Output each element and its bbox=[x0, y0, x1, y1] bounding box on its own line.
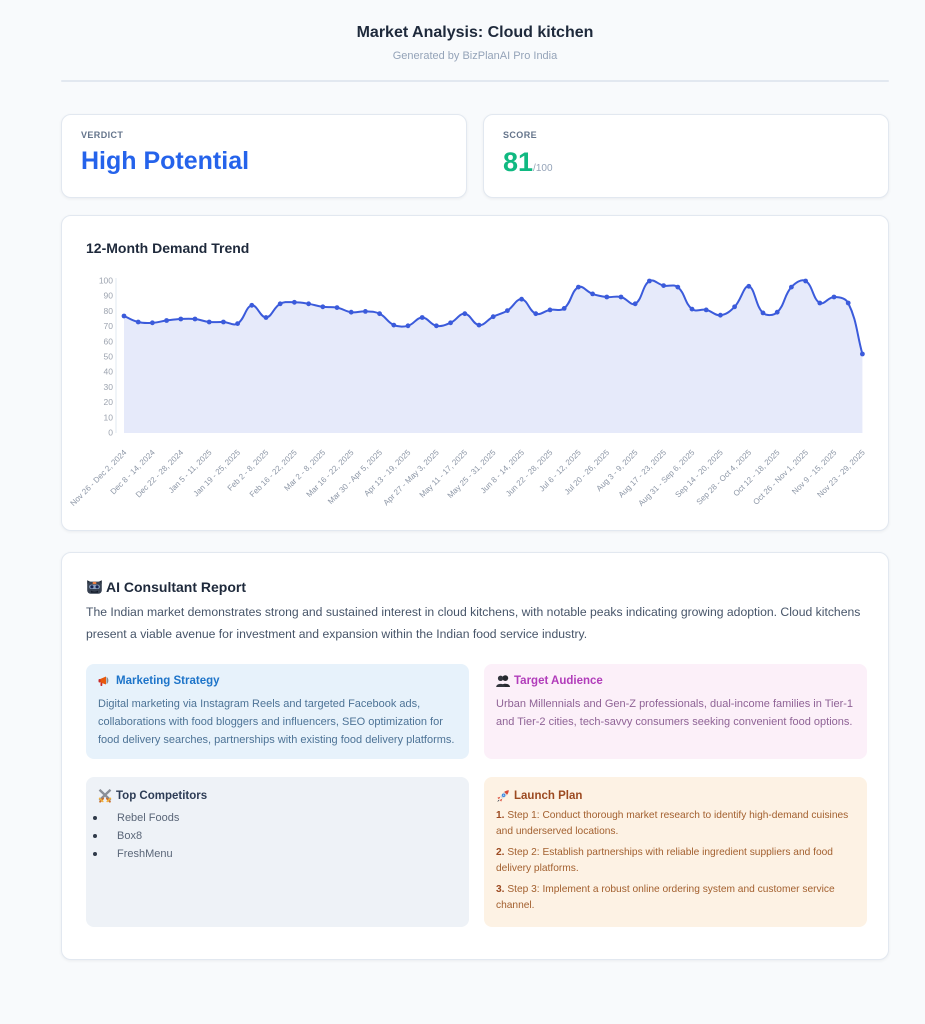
svg-text:70: 70 bbox=[104, 321, 114, 331]
svg-text:90: 90 bbox=[104, 291, 114, 301]
svg-text:10: 10 bbox=[104, 412, 114, 422]
svg-text:Nov 23 - 29, 2025: Nov 23 - 29, 2025 bbox=[815, 448, 867, 500]
svg-text:May 11 - 17, 2025: May 11 - 17, 2025 bbox=[418, 448, 470, 500]
svg-text:Mar 30 - Apr 5, 2025: Mar 30 - Apr 5, 2025 bbox=[326, 448, 384, 506]
svg-text:Dec 22 - 28, 2024: Dec 22 - 28, 2024 bbox=[134, 448, 186, 500]
svg-text:Aug 17 - 23, 2025: Aug 17 - 23, 2025 bbox=[617, 448, 669, 500]
svg-text:30: 30 bbox=[104, 382, 114, 392]
svg-text:80: 80 bbox=[104, 306, 114, 316]
svg-text:50: 50 bbox=[104, 352, 114, 362]
svg-text:Sep 14 - 20, 2025: Sep 14 - 20, 2025 bbox=[673, 448, 725, 500]
svg-text:Sep 28 - Oct 4, 2025: Sep 28 - Oct 4, 2025 bbox=[695, 448, 754, 507]
svg-text:May 25 - 31, 2025: May 25 - 31, 2025 bbox=[446, 448, 498, 500]
svg-text:Oct 26 - Nov 1, 2025: Oct 26 - Nov 1, 2025 bbox=[751, 448, 810, 507]
svg-text:60: 60 bbox=[104, 336, 114, 346]
svg-text:20: 20 bbox=[104, 397, 114, 407]
svg-text:40: 40 bbox=[104, 367, 114, 377]
svg-text:100: 100 bbox=[99, 276, 113, 286]
svg-text:0: 0 bbox=[108, 428, 113, 438]
